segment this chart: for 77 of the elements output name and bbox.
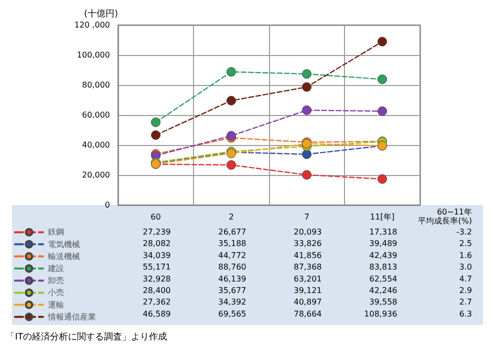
data-label: 42,246 — [369, 286, 398, 295]
data-label: 27,362 — [142, 298, 171, 307]
point — [226, 160, 236, 170]
y-tick-label: 80,000 — [82, 80, 110, 90]
data-label: 46,139 — [218, 274, 246, 284]
data-label: 34,039 — [142, 250, 171, 260]
text: 2.9 — [459, 286, 472, 295]
point — [226, 96, 236, 106]
text: 1.6 — [459, 250, 472, 260]
legend-label: 輸送機械 — [48, 252, 80, 261]
data-label: 78,664 — [294, 309, 322, 318]
point — [302, 82, 312, 92]
data-label: 108,936 — [364, 309, 398, 318]
point — [378, 174, 387, 184]
legend-label: 鉄鋼 — [48, 228, 64, 237]
data-label: 20,093 — [294, 228, 322, 236]
point — [302, 69, 312, 79]
point — [302, 170, 312, 180]
y-tick-label: 100,000 — [76, 50, 110, 60]
data-label: 33,826 — [294, 239, 322, 248]
text: 3.0 — [459, 262, 472, 272]
data-label: 69,565 — [218, 309, 246, 318]
data-label: 17,318 — [369, 228, 398, 236]
legend-label: 建設 — [47, 264, 64, 273]
data-label: 32,928 — [142, 274, 171, 284]
data-label: 28,082 — [142, 239, 171, 248]
data-label: 42,439 — [369, 250, 398, 260]
legend-label: 卸売 — [48, 276, 64, 286]
data-label: 40,897 — [294, 298, 322, 307]
text: 2.5 — [459, 239, 472, 248]
data-label: 83,813 — [369, 262, 398, 272]
point — [151, 130, 160, 140]
point — [378, 106, 387, 116]
data-label: 63,201 — [294, 274, 322, 284]
point — [226, 67, 236, 77]
legend-label: 小売 — [48, 288, 64, 298]
legend-label: 運輸 — [48, 300, 64, 310]
legend-label: 電気機械 — [48, 240, 80, 249]
point — [151, 117, 160, 127]
y-tick-label: 40,000 — [82, 140, 110, 150]
data-label: 55,171 — [142, 262, 171, 272]
data-label: 44,772 — [218, 250, 246, 260]
text: 「ITの経済分析に関する調査」より作成 — [6, 332, 168, 342]
data-label: 35,188 — [218, 239, 246, 248]
data-label: 88,760 — [218, 262, 246, 272]
data-label: 39,121 — [294, 286, 322, 295]
y-tick-label: 60,000 — [82, 110, 110, 120]
data-label: 28,400 — [142, 286, 171, 295]
data-label: 27,239 — [142, 228, 171, 236]
data-label: 39,558 — [369, 298, 398, 307]
point — [302, 150, 312, 160]
data-label: 46,589 — [142, 309, 171, 318]
text: 2.7 — [459, 298, 472, 307]
x-tick-label: 2 — [228, 212, 234, 222]
data-label: 87,368 — [294, 262, 322, 272]
y-tick-label: 20,000 — [82, 170, 110, 180]
text: 60~11年 — [436, 208, 472, 216]
text: 4.7 — [459, 274, 472, 284]
point — [378, 74, 387, 84]
point — [302, 105, 312, 115]
text: -3.2 — [456, 228, 472, 236]
data-label: 62,554 — [369, 274, 398, 284]
data-label: 34,392 — [218, 298, 246, 307]
text: 6.3 — [459, 309, 472, 318]
data-label: 26,677 — [218, 228, 246, 236]
x-tick-label: 7 — [304, 212, 310, 222]
y-tick-label: 120 ,000 — [74, 20, 110, 30]
y-tick-label: 0 — [104, 200, 110, 210]
y-axis-title: (十億円) — [84, 8, 118, 20]
x-tick-label: 11[年] — [370, 212, 394, 222]
data-label: 35,677 — [218, 286, 246, 295]
data-label: 41,856 — [294, 250, 322, 260]
x-tick-label: 60 — [150, 212, 161, 222]
data-label: 39,489 — [369, 239, 398, 248]
legend-label: 情報通信産業 — [47, 312, 96, 322]
text: 平均成長率(%) — [418, 216, 472, 226]
point — [378, 36, 387, 46]
